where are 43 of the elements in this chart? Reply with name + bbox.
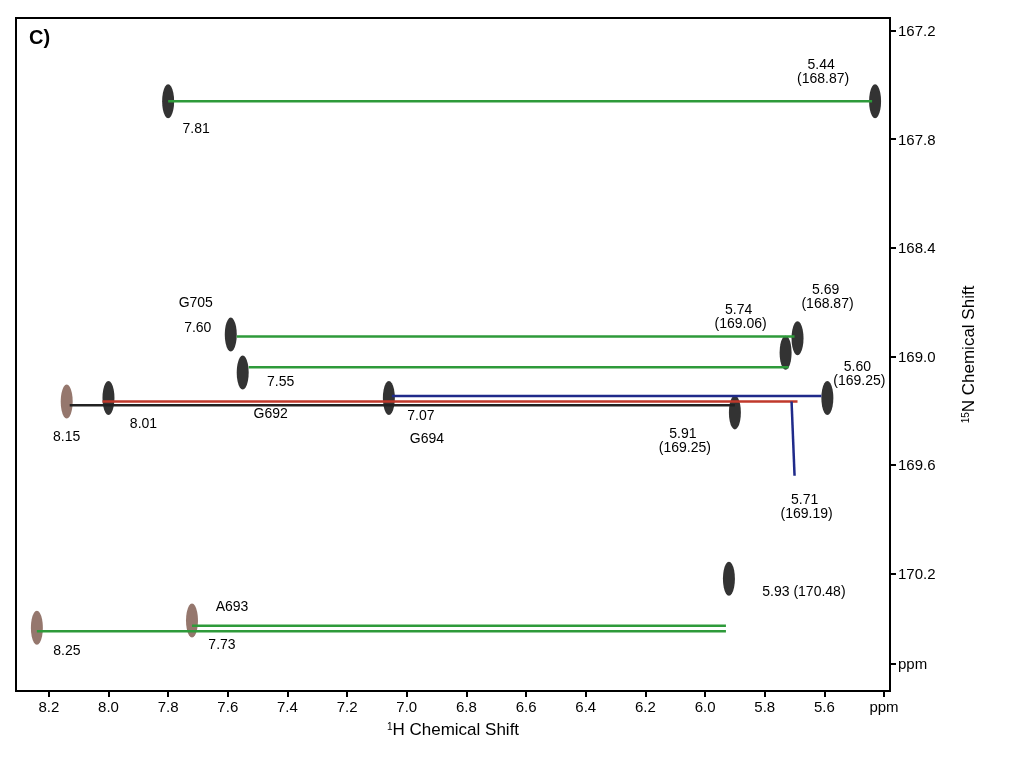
x-tick-label: 7.8 xyxy=(157,698,179,715)
annotation: G694 xyxy=(409,429,445,446)
x-tick-label: 5.8 xyxy=(754,698,776,715)
x-tick-label: 6.2 xyxy=(634,698,656,715)
x-tick-label: 8.0 xyxy=(98,698,119,715)
x-tick-label: 5.6 xyxy=(813,698,835,715)
x-tick-label: 7.0 xyxy=(396,698,418,715)
annotation: 7.55 xyxy=(267,372,295,389)
chart-title: C) xyxy=(29,26,51,48)
annotation: 5.69 (168.87) xyxy=(801,281,854,312)
y-tick-label: 169.0 xyxy=(898,347,936,365)
annotation: 8.15 xyxy=(53,427,81,444)
y-tick-label: 170.2 xyxy=(898,564,936,582)
y-tick-label: 167.8 xyxy=(898,130,936,148)
annotation: 7.73 xyxy=(208,636,236,653)
annotation: 8.01 xyxy=(129,414,158,431)
annotation: 7.60 xyxy=(184,318,212,335)
x-tick-label: 7.6 xyxy=(217,698,239,715)
y-axis-title: 15N Chemical Shift xyxy=(959,285,978,424)
annotation: 5.71 (169.19) xyxy=(780,490,833,521)
x-tick-label: 6.8 xyxy=(455,698,477,715)
annotation: G692 xyxy=(253,404,289,421)
annotation: 5.74 (169.06) xyxy=(714,300,767,331)
annotation: G705 xyxy=(178,293,214,310)
x-tick-label: ppm xyxy=(869,698,899,715)
x-tick-label: 7.2 xyxy=(336,698,358,715)
x-tick-label: 7.4 xyxy=(277,698,298,715)
annotation: 5.60 (169.25) xyxy=(833,357,886,388)
y-tick-label: 168.4 xyxy=(898,239,936,257)
x-tick-label: 8.2 xyxy=(38,698,60,715)
annotation: A693 xyxy=(215,598,249,615)
y-tick-label: ppm xyxy=(898,655,928,673)
annotation: 5.91 (169.25) xyxy=(658,425,711,456)
annotation: 8.25 xyxy=(53,641,81,658)
x-tick-label: 6.0 xyxy=(694,698,716,715)
y-tick-label: 167.2 xyxy=(898,22,936,40)
y-tick-label: 169.6 xyxy=(898,456,936,474)
x-tick-label: 6.6 xyxy=(515,698,537,715)
annotation: 7.07 xyxy=(407,406,435,423)
annotation: 7.81 xyxy=(182,120,210,137)
annotation: 5.44 (168.87) xyxy=(797,56,850,87)
annotation: 5.93 (170.48) xyxy=(762,582,846,599)
x-tick-label: 6.4 xyxy=(575,698,597,715)
